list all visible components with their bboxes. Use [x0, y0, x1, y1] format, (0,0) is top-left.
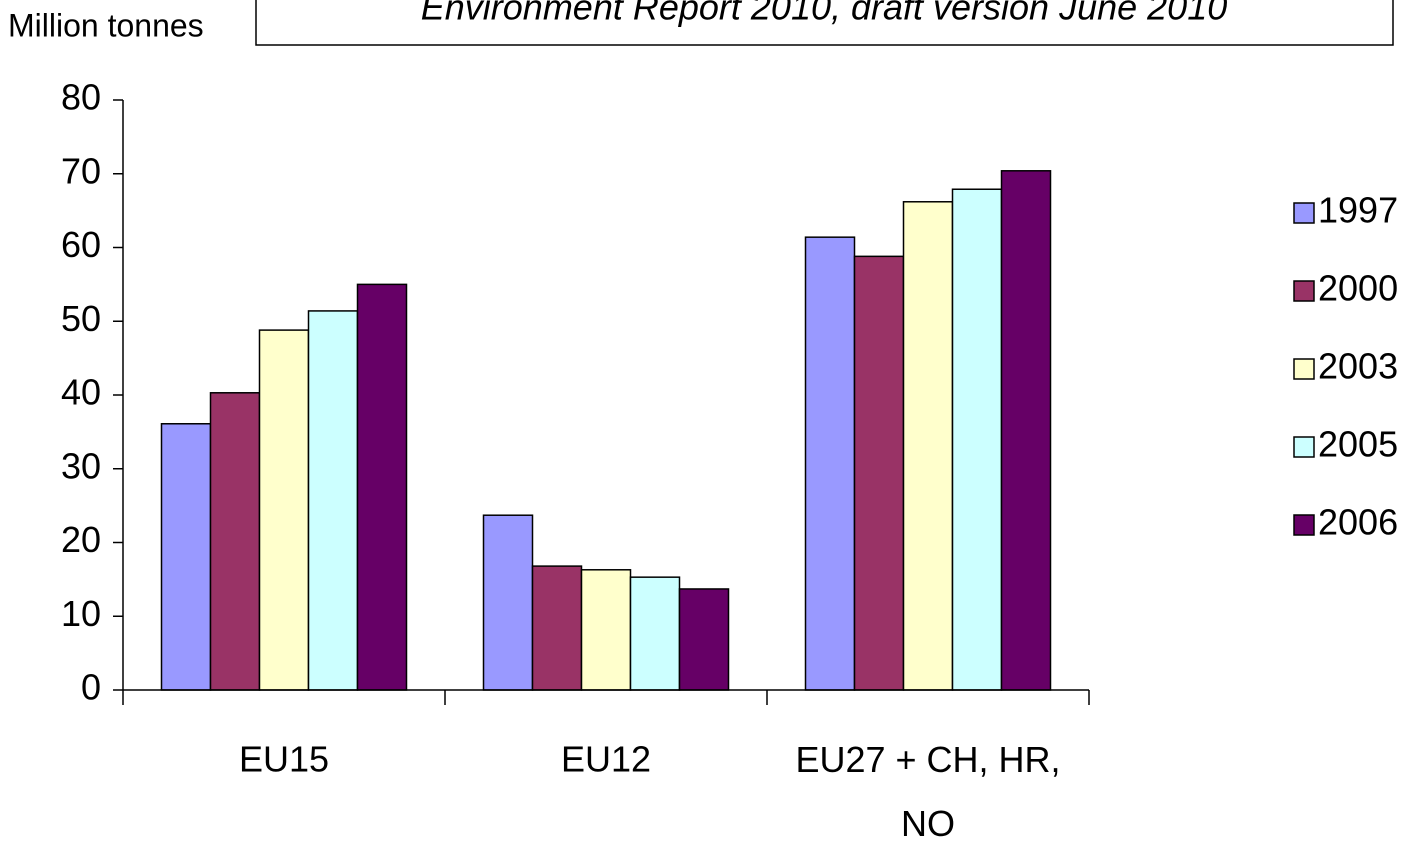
x-tick-label: EU27 + CH, HR, NO [795, 739, 1060, 844]
bar [853, 255, 905, 691]
y-tick-label: 70 [61, 150, 101, 191]
title-box [255, 0, 1394, 46]
bar [307, 310, 359, 691]
y-tick-label: 30 [61, 445, 101, 486]
y-tick-label: 0 [81, 667, 101, 708]
bar [902, 201, 954, 691]
legend-swatch [1293, 358, 1315, 380]
legend-label: 1997 [1318, 190, 1398, 231]
x-tick-label: EU15 [239, 739, 329, 780]
bar [531, 565, 583, 691]
x-tick-label: EU12 [561, 739, 651, 780]
y-tick-label: 60 [61, 224, 101, 265]
chart-title: Environment Report 2010, draft version J… [421, 0, 1227, 28]
y-tick-label: 40 [61, 372, 101, 413]
legend-label: 2000 [1318, 268, 1398, 309]
bar [804, 236, 856, 691]
y-axis-label: Million tonnes [8, 7, 204, 43]
y-tick-label: 50 [61, 298, 101, 339]
legend-swatch [1293, 202, 1315, 224]
bar [951, 188, 1003, 691]
bar [160, 423, 212, 691]
bar [356, 283, 408, 691]
bar [678, 588, 730, 691]
bar [209, 392, 261, 691]
legend-label: 2003 [1318, 346, 1398, 387]
y-tick-label: 20 [61, 519, 101, 560]
bar [482, 514, 534, 691]
legend-swatch [1293, 280, 1315, 302]
legend-label: 2006 [1318, 502, 1398, 543]
y-tick-label: 10 [61, 593, 101, 634]
bar [580, 569, 632, 691]
bar [1000, 170, 1052, 691]
y-tick-label: 80 [61, 77, 101, 118]
legend-label: 2005 [1318, 424, 1398, 465]
bar [629, 576, 681, 691]
legend-swatch [1293, 436, 1315, 458]
bar [258, 329, 310, 691]
legend-swatch [1293, 514, 1315, 536]
